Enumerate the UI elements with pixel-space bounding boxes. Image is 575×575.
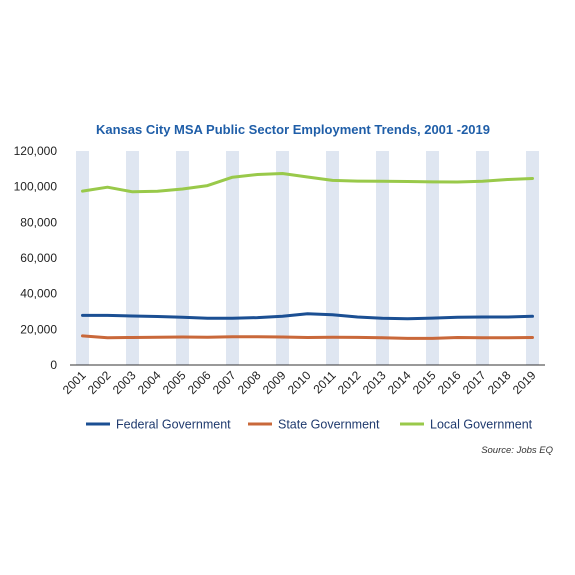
legend: Federal Government State Government Local … (86, 418, 533, 432)
x-tick-label: 2015 (410, 368, 439, 397)
background-bands (76, 151, 539, 365)
legend-label-local-government: Local Government (430, 418, 533, 432)
x-tick-label: 2009 (260, 368, 289, 397)
background-band (226, 151, 239, 365)
x-tick-label: 2014 (385, 368, 414, 397)
background-band (76, 151, 89, 365)
background-band (176, 151, 189, 365)
legend-label-state-government: State Government (278, 418, 380, 432)
y-tick-label: 120,000 (14, 144, 58, 158)
x-tick-label: 2010 (285, 368, 314, 397)
legend-label-federal-government: Federal Government (116, 418, 231, 432)
x-tick-label: 2001 (60, 368, 89, 397)
background-band (476, 151, 489, 365)
x-tick-label: 2018 (485, 368, 514, 397)
x-tick-label: 2008 (235, 368, 264, 397)
source-note: Source: Jobs EQ (481, 445, 553, 456)
x-tick-label: 2005 (160, 368, 189, 397)
x-tick-label: 2006 (185, 368, 214, 397)
x-tick-label: 2012 (335, 368, 364, 397)
x-tick-label: 2019 (510, 368, 539, 397)
background-band (376, 151, 389, 365)
y-tick-label: 40,000 (20, 287, 57, 301)
x-tick-label: 2002 (85, 368, 114, 397)
x-tick-label: 2004 (135, 368, 164, 397)
x-tick-label: 2007 (210, 368, 239, 397)
background-band (126, 151, 139, 365)
series-line-state-government (81, 334, 534, 340)
background-band (276, 151, 289, 365)
x-tick-label: 2016 (435, 368, 464, 397)
x-tick-label: 2017 (460, 368, 489, 397)
y-tick-label: 0 (50, 358, 57, 372)
y-tick-label: 20,000 (20, 322, 57, 336)
series-line-local-government (81, 172, 534, 194)
x-tick-label: 2013 (360, 368, 389, 397)
x-tick-label: 2003 (110, 368, 139, 397)
y-tick-label: 80,000 (20, 215, 57, 229)
series-line-federal-government (81, 312, 534, 321)
x-tick-label: 2011 (310, 368, 338, 396)
background-band (326, 151, 339, 365)
y-tick-label: 60,000 (20, 251, 57, 265)
y-tick-label: 100,000 (14, 180, 58, 194)
background-band (426, 151, 439, 365)
chart-title: Kansas City MSA Public Sector Employment… (96, 122, 490, 137)
series-lines (81, 172, 534, 340)
background-band (526, 151, 539, 365)
